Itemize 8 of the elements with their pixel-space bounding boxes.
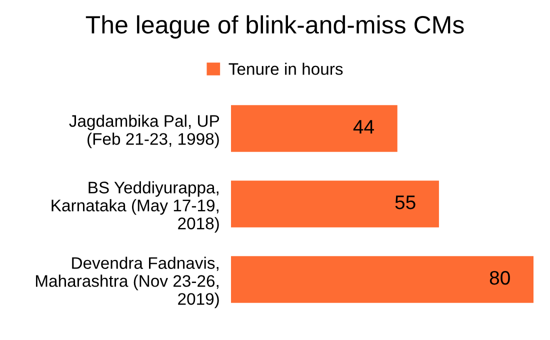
y-tick-label: BS Yeddiyurappa, Karnataka (May 17-19, 2018) (52, 181, 219, 233)
legend-label: Tenure in hours (228, 62, 343, 75)
y-tick-label: Jagdambika Pal, UP (Feb 21-23, 1998) (69, 114, 220, 148)
data-label: 55 (395, 196, 416, 210)
y-tick-label: Devendra Fadnavis, Maharashtra (Nov 23-26, 2019) (36, 256, 219, 308)
data-label: 44 (353, 120, 374, 134)
chart-title: The league of blink-and-miss CMs (86, 15, 464, 39)
data-label: 80 (490, 270, 510, 285)
